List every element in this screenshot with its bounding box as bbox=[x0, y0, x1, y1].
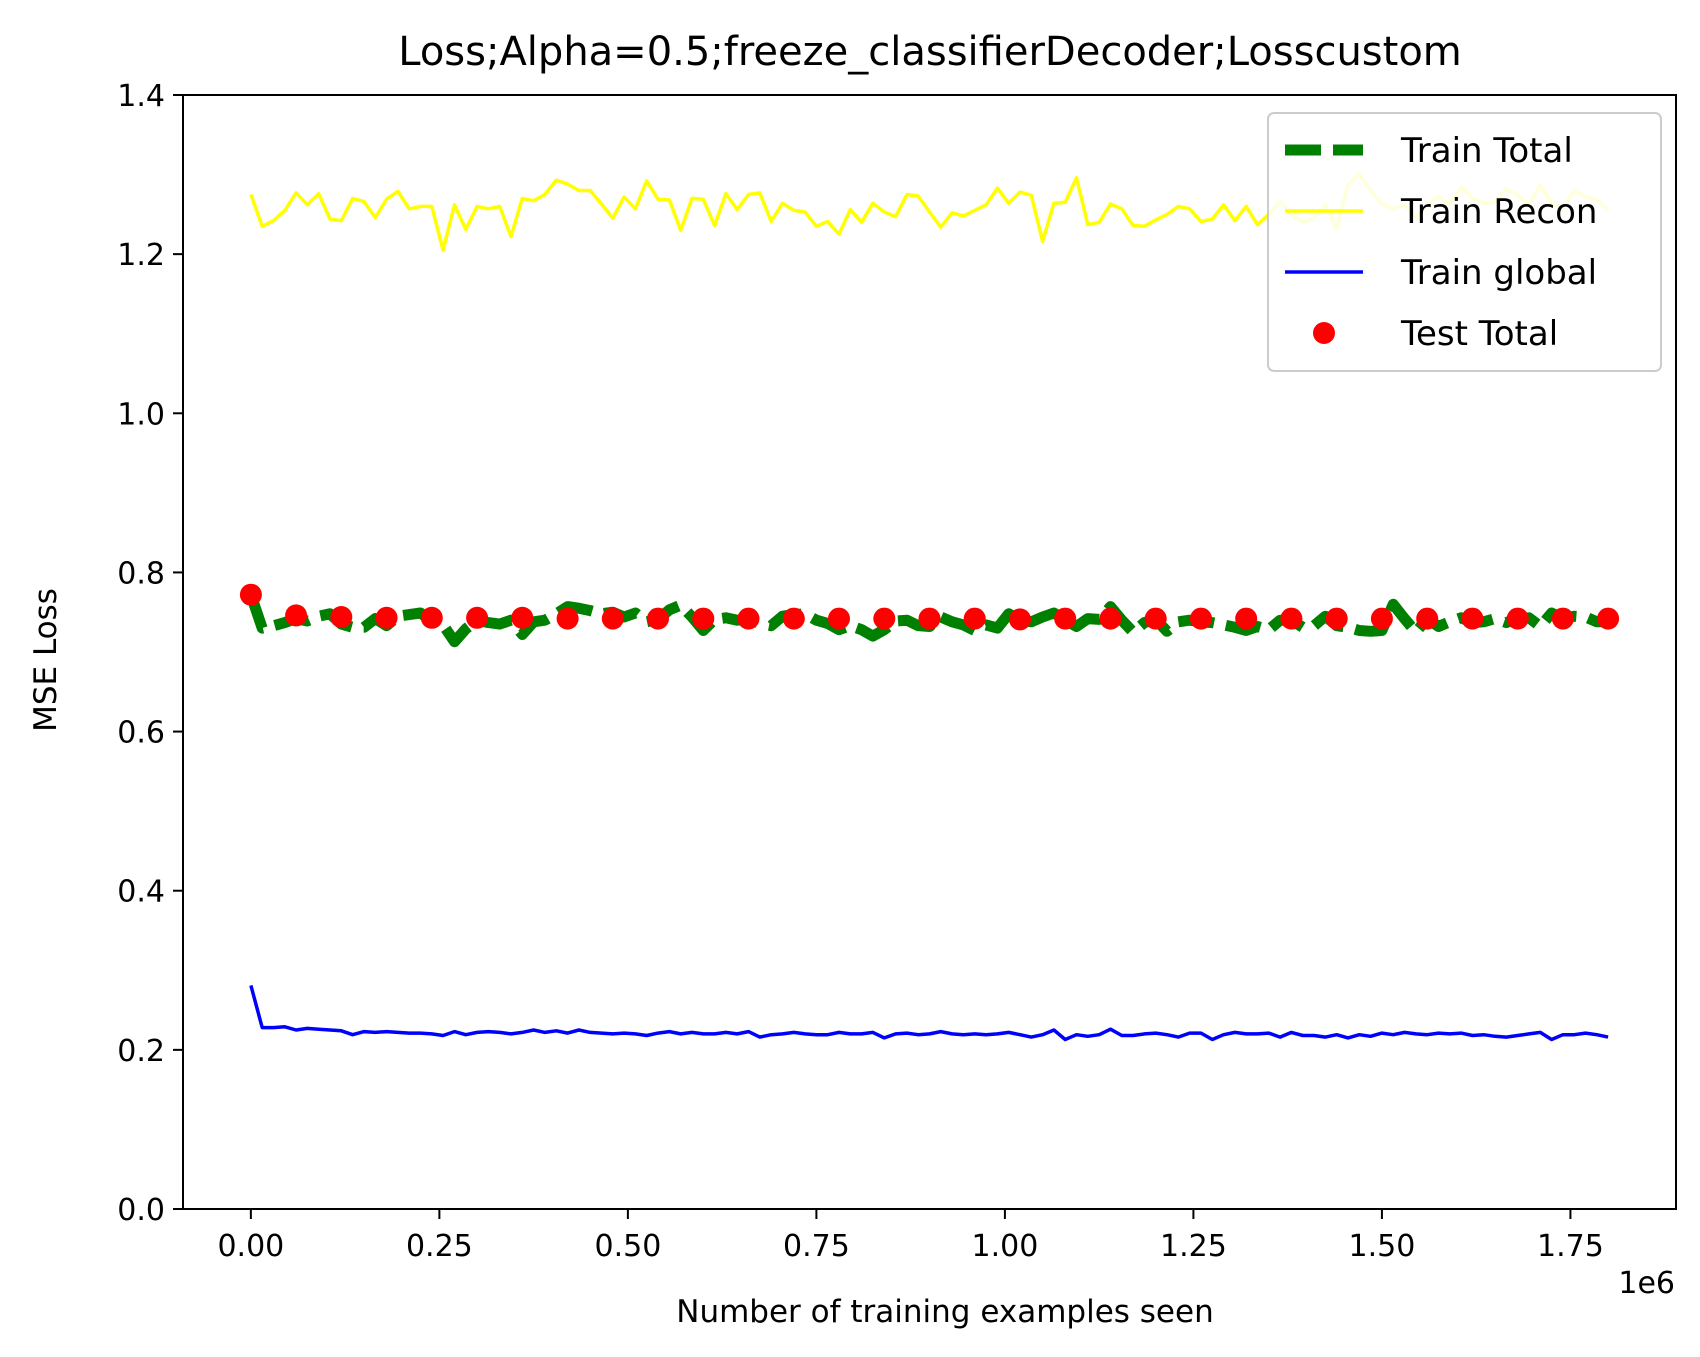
series-point-test-total bbox=[647, 607, 669, 630]
series-point-test-total bbox=[511, 606, 534, 629]
x-tick-label: 1.50 bbox=[1349, 1229, 1416, 1264]
x-tick-label: 0.75 bbox=[783, 1229, 850, 1264]
x-tick-label: 0.50 bbox=[594, 1229, 661, 1264]
legend-label-train-global: Train global bbox=[1400, 253, 1597, 293]
series-point-test-total bbox=[285, 604, 308, 627]
y-axis: 0.0 0.2 0.4 0.6 0.8 1.0 1.2 1.4 bbox=[117, 79, 183, 1228]
legend: Train Total Train Recon Train global Test T… bbox=[1267, 112, 1662, 372]
series-point-test-total bbox=[601, 607, 624, 630]
y-tick-label: 1.0 bbox=[117, 397, 165, 432]
x-axis-label: Number of training examples seen bbox=[676, 1294, 1213, 1330]
series-point-test-total bbox=[1054, 607, 1077, 630]
series-point-test-total bbox=[963, 607, 986, 630]
series-point-test-total bbox=[1009, 608, 1031, 631]
series-point-test-total bbox=[420, 606, 443, 629]
legend-marker-test-total bbox=[1313, 322, 1335, 344]
legend-label-test-total: Test Total bbox=[1400, 314, 1558, 354]
series-point-test-total bbox=[1551, 607, 1574, 630]
y-tick-label: 1.2 bbox=[117, 238, 165, 273]
series-point-test-total bbox=[1235, 607, 1258, 630]
series-point-test-total bbox=[330, 606, 353, 628]
series-point-test-total bbox=[782, 607, 805, 630]
series-point-test-total bbox=[692, 607, 715, 630]
y-tick-label: 1.4 bbox=[117, 79, 165, 114]
series-point-test-total bbox=[1597, 607, 1620, 630]
x-tick-label: 1.25 bbox=[1160, 1229, 1227, 1264]
x-tick-label: 0.25 bbox=[406, 1229, 473, 1264]
y-tick-label: 0.0 bbox=[117, 1193, 165, 1228]
series-point-test-total bbox=[466, 606, 489, 629]
series-point-test-total bbox=[873, 607, 896, 630]
series-point-test-total bbox=[1144, 607, 1167, 630]
series-point-test-total bbox=[1280, 607, 1303, 630]
series-point-test-total bbox=[1461, 607, 1484, 630]
series-point-test-total bbox=[1190, 607, 1212, 630]
series-point-test-total bbox=[1099, 607, 1122, 630]
series-point-test-total bbox=[737, 607, 760, 630]
x-tick-label: 0.00 bbox=[217, 1229, 284, 1264]
series-point-test-total bbox=[918, 607, 941, 630]
legend-label-train-total: Train Total bbox=[1400, 131, 1573, 171]
series-point-test-total bbox=[1506, 607, 1529, 630]
y-tick-label: 0.4 bbox=[117, 875, 165, 910]
series-point-test-total bbox=[1416, 607, 1439, 630]
x-tick-label: 1.00 bbox=[972, 1229, 1039, 1264]
legend-box bbox=[1267, 112, 1662, 372]
series-point-test-total bbox=[375, 606, 398, 629]
series-point-test-total bbox=[239, 583, 262, 606]
series-point-test-total bbox=[828, 607, 850, 630]
series-point-test-total bbox=[1370, 607, 1393, 630]
y-tick-label: 0.8 bbox=[117, 556, 165, 591]
y-axis-label: MSE Loss bbox=[28, 588, 64, 732]
y-tick-label: 0.6 bbox=[117, 716, 165, 751]
series-line-train-global bbox=[249, 984, 1609, 1042]
plot-frame bbox=[182, 94, 1677, 1210]
series-point-test-total bbox=[1325, 607, 1348, 630]
x-tick-label: 1.75 bbox=[1537, 1229, 1604, 1264]
series-point-test-total bbox=[556, 607, 579, 630]
legend-label-train-recon: Train Recon bbox=[1400, 192, 1597, 232]
chart-title: Loss;Alpha=0.5;freeze_classifierDecoder;… bbox=[398, 29, 1462, 75]
y-tick-label: 0.2 bbox=[117, 1034, 165, 1069]
x-axis: 0.00 0.25 0.50 0.75 1.00 1.25 1.50 1.75 bbox=[217, 1209, 1604, 1264]
x-axis-offset-label: 1e6 bbox=[1618, 1266, 1675, 1301]
